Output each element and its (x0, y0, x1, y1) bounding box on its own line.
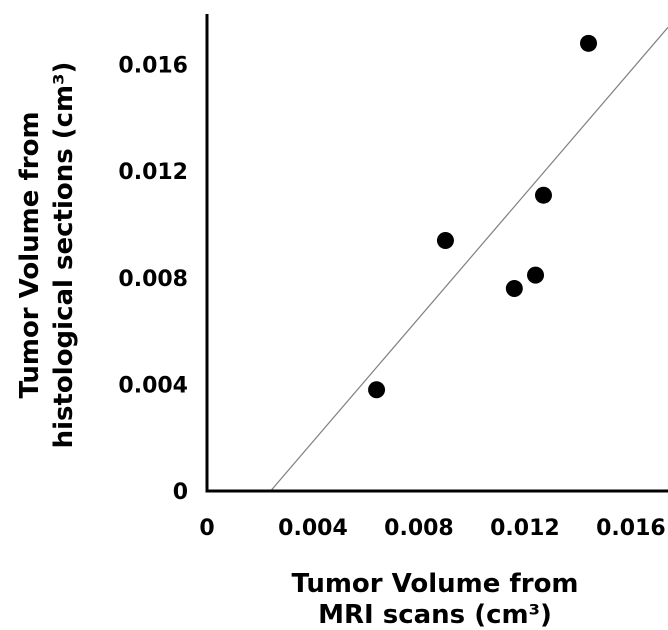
data-point-2 (505, 279, 523, 297)
reference-line (270, 26, 668, 492)
x-tick-label-1: 0.004 (278, 516, 348, 541)
x-axis-title-line-2: MRI scans (cm³) (318, 600, 552, 630)
plot-area: 0 0.004 0.008 0.012 0.016 0 0.004 0.008 0.012 0.0… (118, 14, 668, 541)
data-point-0 (368, 381, 386, 399)
data-point-4 (534, 186, 552, 204)
x-tick-label-0: 0 (199, 516, 214, 541)
x-tick-label-3: 0.012 (490, 516, 560, 541)
x-axis-title-line-1: Tumor Volume from (291, 569, 578, 599)
data-point-3 (527, 266, 545, 284)
y-tick-label-4: 0.016 (118, 54, 188, 79)
y-axis-title-line-2: histological sections (cm³) (49, 62, 79, 449)
y-tick-label-0: 0 (173, 480, 188, 505)
x-tick-label-4: 0.016 (596, 516, 666, 541)
y-tick-label-3: 0.012 (118, 160, 188, 185)
x-tick-label-2: 0.008 (384, 516, 454, 541)
y-tick-label-2: 0.008 (118, 267, 188, 292)
y-axis-title-line-1: Tumor Volume from (15, 111, 45, 398)
data-point-1 (436, 232, 454, 250)
data-point-5 (580, 34, 598, 52)
axis-labels: Tumor Volume from MRI scans (cm³) Tumor … (15, 62, 579, 630)
y-tick-label-1: 0.004 (118, 373, 188, 398)
